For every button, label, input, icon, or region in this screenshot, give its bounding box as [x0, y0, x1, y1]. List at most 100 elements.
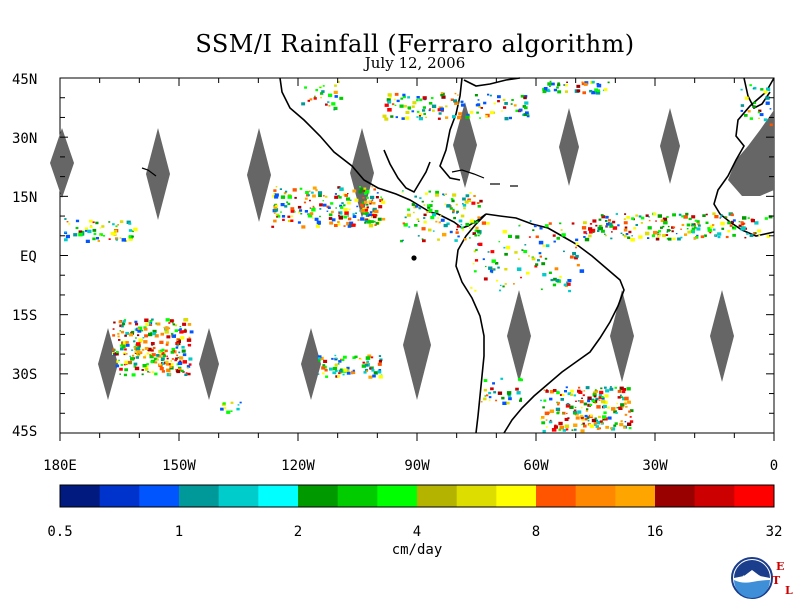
rain-pixel — [691, 215, 696, 219]
rain-pixel — [630, 238, 635, 242]
rain-pixel — [338, 211, 343, 215]
rain-pixel — [362, 197, 365, 199]
no-data-diamond — [98, 328, 118, 400]
rain-pixel — [312, 186, 317, 190]
rain-pixel — [622, 234, 625, 236]
rain-pixel — [441, 109, 444, 113]
rain-pixel — [493, 102, 496, 105]
rain-pixel — [540, 399, 542, 402]
rain-pixel — [364, 363, 369, 367]
rain-pixel — [460, 100, 464, 103]
rain-pixel — [486, 394, 489, 397]
rain-pixel — [364, 208, 368, 212]
rain-pixel — [144, 347, 149, 350]
rain-pixel — [583, 236, 586, 238]
rain-pixel — [596, 83, 602, 88]
rain-pixel — [314, 217, 319, 221]
rain-pixel — [694, 226, 697, 229]
rain-pixel — [709, 225, 714, 228]
rain-pixel — [92, 221, 95, 224]
rain-pixel — [390, 115, 394, 118]
rain-pixel — [565, 404, 571, 408]
rain-pixel — [315, 224, 320, 228]
rain-pixel — [134, 328, 138, 331]
rain-pixel — [437, 217, 440, 219]
rain-pixel — [672, 226, 676, 229]
rain-pixel — [603, 411, 607, 414]
rain-pixel — [667, 237, 672, 241]
rain-pixel — [474, 234, 478, 237]
rain-pixel — [108, 221, 111, 223]
rain-pixel — [301, 225, 306, 229]
rain-pixel — [603, 88, 608, 91]
rain-pixel — [605, 226, 608, 228]
rain-pixel — [130, 357, 135, 361]
rain-pixel — [403, 223, 408, 227]
rain-pixel — [178, 351, 181, 354]
rain-pixel — [537, 259, 540, 262]
rain-pixel — [275, 186, 278, 188]
rain-pixel — [460, 223, 463, 226]
rain-pixel — [137, 326, 143, 331]
rain-pixel — [626, 387, 631, 391]
rain-pixel — [163, 327, 165, 329]
rain-pixel — [421, 200, 424, 203]
rain-pixel — [347, 225, 351, 228]
rain-pixel — [407, 96, 410, 99]
rain-pixel — [352, 189, 357, 193]
rain-pixel — [432, 213, 437, 217]
rain-pixel — [319, 356, 324, 360]
rain-pixel — [164, 349, 168, 353]
rain-pixel — [509, 116, 512, 120]
rain-pixel — [744, 96, 749, 100]
rain-pixel — [539, 227, 543, 230]
rain-pixel — [613, 424, 617, 427]
rain-pixel — [438, 221, 441, 224]
rain-pixel — [570, 255, 574, 259]
rain-pixel — [415, 205, 419, 208]
rain-pixel — [419, 197, 422, 199]
rain-pixel — [135, 337, 137, 339]
rain-pixel — [324, 368, 328, 372]
rain-pixel — [312, 217, 314, 219]
rain-pixel — [461, 227, 464, 229]
rain-pixel — [334, 193, 337, 195]
rain-pixel — [452, 208, 455, 211]
rain-pixel — [499, 284, 502, 287]
rain-pixel — [587, 403, 591, 407]
rain-pixel — [477, 216, 481, 219]
rain-pixel — [589, 89, 593, 93]
rain-pixel — [317, 373, 320, 375]
rain-pixel — [617, 224, 620, 227]
rain-pixel — [469, 219, 474, 223]
rain-pixel — [113, 321, 116, 324]
map-date: July 12, 2006 — [364, 54, 466, 72]
rain-pixel — [122, 322, 126, 326]
rain-pixel — [387, 100, 392, 104]
rain-pixel — [705, 221, 709, 224]
rain-pixel — [372, 207, 377, 212]
rain-pixel — [497, 100, 500, 103]
rain-pixel — [311, 208, 316, 212]
rain-pixel — [335, 357, 337, 359]
rain-pixel — [518, 258, 520, 260]
rain-pixel — [271, 225, 275, 228]
rain-pixel — [346, 369, 350, 372]
lat-label-15s: 15S — [12, 308, 37, 324]
rain-pixel — [469, 227, 471, 229]
rain-pixel — [707, 228, 712, 232]
rain-pixel — [158, 349, 163, 354]
lat-label-45n: 45N — [12, 72, 37, 88]
rain-pixel — [566, 403, 570, 406]
rain-pixel — [577, 389, 581, 393]
colorbar-label-2: 2 — [294, 524, 302, 540]
rain-pixel — [561, 233, 566, 237]
rain-pixel — [371, 186, 373, 188]
rain-pixel — [377, 217, 382, 221]
rain-pixel — [563, 250, 565, 253]
rain-pixel — [150, 349, 154, 352]
rain-pixel — [117, 224, 119, 226]
rain-pixel — [666, 216, 669, 218]
rain-pixel — [317, 222, 321, 225]
rain-pixel — [540, 288, 543, 291]
